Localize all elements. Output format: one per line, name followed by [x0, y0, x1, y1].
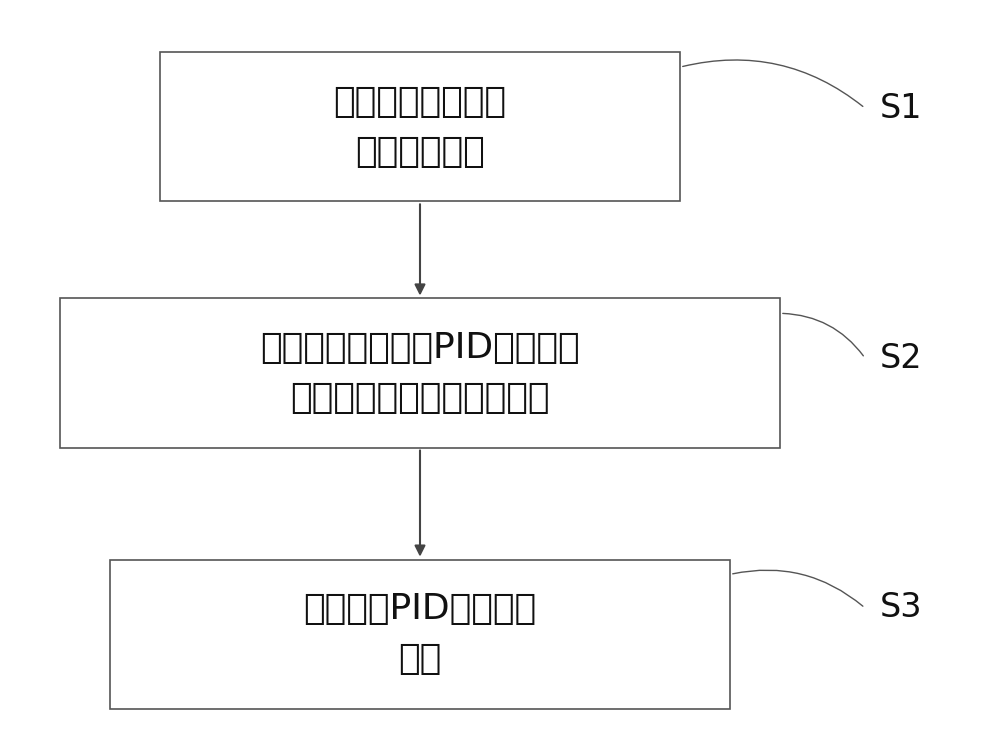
Text: 调节教学装置处于
初始平衡状态: 调节教学装置处于 初始平衡状态 — [334, 85, 507, 169]
Text: 分别改变PID控制器的
参数: 分别改变PID控制器的 参数 — [303, 592, 537, 676]
Bar — [110, 560, 730, 709]
Text: S1: S1 — [880, 92, 922, 125]
FancyArrowPatch shape — [683, 60, 863, 107]
Bar — [60, 298, 780, 448]
Text: 施加扰动，并通过PID调节使教
学装置的处于新的平衡状态: 施加扰动，并通过PID调节使教 学装置的处于新的平衡状态 — [260, 331, 580, 415]
Bar — [160, 52, 680, 201]
FancyArrowPatch shape — [783, 313, 863, 356]
Text: S3: S3 — [880, 592, 922, 624]
FancyArrowPatch shape — [733, 570, 863, 606]
Text: S2: S2 — [880, 342, 923, 374]
